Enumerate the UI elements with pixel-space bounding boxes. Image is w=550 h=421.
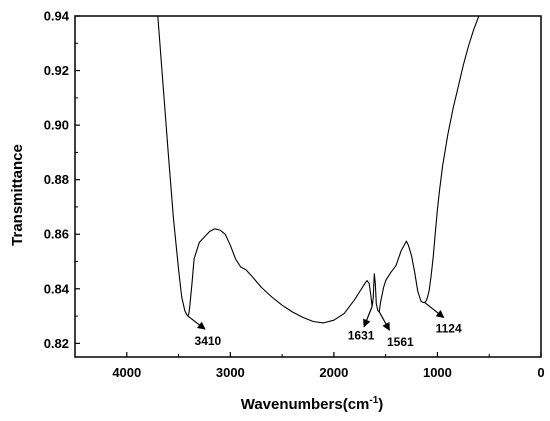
x-tick-label: 1000 <box>423 365 452 380</box>
annotation-layer: 3410 1631 1561 1124 <box>187 301 462 349</box>
y-tick-label: 0.88 <box>44 172 69 187</box>
x-axis-title: Wavenumbers(cm-1) <box>241 395 384 413</box>
peak-label: 1561 <box>387 335 414 349</box>
x-tick-label: 4000 <box>112 365 141 380</box>
peak-label: 1631 <box>348 329 375 343</box>
peak-arrow <box>362 306 373 328</box>
series-layer <box>157 15 480 324</box>
peak-label: 1124 <box>436 321 462 335</box>
x-axis-ticks: 4000 3000 2000 1000 0 <box>112 352 545 380</box>
y-tick-label: 0.94 <box>44 9 70 24</box>
y-tick-label: 0.86 <box>44 227 69 242</box>
y-tick-label: 0.84 <box>44 281 70 296</box>
peak-arrow <box>424 301 445 319</box>
y-axis-title: Transmittance <box>9 144 26 246</box>
plot-frame <box>74 15 542 358</box>
x-tick-label: 2000 <box>319 365 348 380</box>
y-tick-label: 0.90 <box>44 118 69 133</box>
plot-border <box>74 15 542 358</box>
y-axis-ticks: 0.82 0.84 0.86 0.88 0.90 0.92 0.94 <box>44 9 80 351</box>
peak-label: 3410 <box>195 334 222 348</box>
peak-arrow <box>378 311 390 331</box>
y-tick-label: 0.82 <box>44 336 69 351</box>
x-tick-label: 3000 <box>216 365 245 380</box>
x-tick-label: 0 <box>537 365 544 380</box>
y-tick-label: 0.92 <box>44 63 69 78</box>
spectrum-line <box>157 15 480 324</box>
peak-arrow <box>187 315 206 330</box>
